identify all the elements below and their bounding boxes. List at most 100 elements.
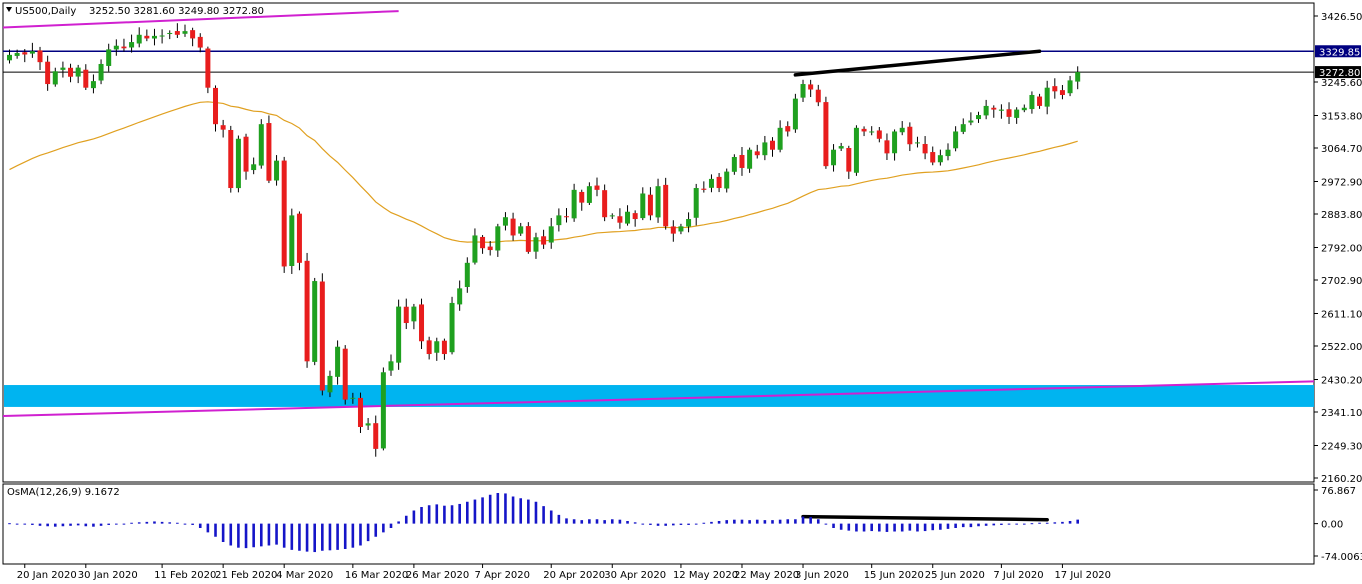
bear-candle-body: [68, 67, 74, 77]
bear-candle-body: [403, 306, 409, 324]
candle: [235, 135, 241, 193]
bull-candle-body: [914, 142, 920, 144]
candle: [686, 212, 692, 233]
bear-candle-body: [876, 130, 882, 139]
osma-label: OsMA(12,26,9) 9.1672: [7, 487, 120, 498]
bear-candle-body: [785, 126, 791, 132]
osma-tick-label: 0.00: [1321, 520, 1343, 531]
price-high-trendline[interactable]: [793, 49, 1042, 77]
candle: [846, 145, 852, 179]
bull-candle-body: [625, 211, 631, 224]
price-tick-label: 2341.10: [1321, 408, 1362, 419]
bull-candle-body: [380, 372, 386, 449]
bear-candle-body: [541, 236, 547, 245]
time-tick-label: 3 Jun 2020: [795, 570, 849, 581]
bull-candle-body: [1067, 80, 1073, 94]
upper-channel-line[interactable]: [2, 10, 399, 29]
bear-candle-body: [716, 176, 722, 189]
osma-bar: [488, 494, 492, 524]
candle: [983, 99, 989, 120]
candle: [922, 136, 928, 160]
lower-channel-line[interactable]: [2, 380, 1315, 418]
bear-candle-body: [205, 48, 211, 88]
osma-bar: [366, 523, 370, 542]
osma-trendline[interactable]: [801, 514, 1049, 522]
price-tick-label: 2883.80: [1321, 210, 1362, 221]
osma-bar: [687, 523, 690, 525]
osma-bar: [603, 520, 606, 524]
osma-bar: [900, 523, 904, 532]
osma-bar: [137, 522, 141, 524]
osma-bar: [221, 523, 225, 542]
bear-candle-body: [266, 123, 272, 181]
time-tick-label: 20 Apr 2020: [543, 570, 605, 581]
support-zone: [4, 385, 1314, 407]
candle: [991, 105, 997, 118]
time-tick-label: 7 Apr 2020: [475, 570, 530, 581]
bull-candle-body: [502, 217, 508, 226]
candle: [83, 64, 89, 91]
bear-candle-body: [419, 304, 425, 342]
osma-bar: [229, 523, 233, 546]
candle: [197, 33, 203, 53]
bear-candle-body: [594, 185, 600, 190]
bull-candle-body: [182, 31, 188, 34]
osma-bar: [786, 519, 790, 524]
osma-bar: [206, 523, 210, 533]
price-tick-label: 2249.30: [1321, 441, 1362, 452]
candle: [319, 273, 325, 396]
candle: [907, 122, 913, 152]
osma-bar: [305, 523, 309, 552]
bull-candle-body: [533, 237, 539, 252]
osma-bar: [107, 523, 110, 525]
bear-candle-body: [228, 129, 234, 189]
bear-candle-body: [1052, 86, 1058, 92]
bear-candle-body: [770, 140, 775, 150]
bear-candle-body: [121, 46, 127, 49]
candle: [1021, 104, 1027, 113]
candle: [60, 61, 66, 78]
osma-bar: [1015, 523, 1018, 525]
time-tick-label: 7 Jul 2020: [993, 570, 1043, 581]
osma-bar: [183, 523, 187, 525]
candle: [556, 208, 562, 232]
osma-bar: [626, 521, 629, 524]
bear-candle-body: [480, 236, 486, 249]
bull-candle-body: [693, 188, 699, 218]
candle: [159, 29, 165, 44]
candle: [22, 49, 28, 63]
bear-candle-body: [754, 151, 760, 156]
candle: [609, 213, 615, 219]
price-tick-label: 2522.00: [1321, 342, 1362, 353]
time-tick-label: 26 Mar 2020: [406, 570, 469, 581]
osma-bar: [382, 523, 385, 533]
bear-candle-body: [602, 190, 608, 218]
bear-candle-body: [579, 191, 585, 203]
candle: [281, 156, 287, 273]
candle: [190, 27, 196, 47]
bear-candle-body: [319, 281, 325, 391]
osma-bar: [939, 523, 942, 530]
bear-candle-body: [670, 226, 676, 234]
candle: [403, 298, 409, 330]
osma-bar: [298, 523, 301, 551]
candle: [480, 235, 486, 254]
osma-bar: [893, 523, 896, 532]
bull-candle-body: [335, 346, 341, 377]
candle: [716, 173, 722, 193]
bull-candle-body: [678, 226, 684, 232]
osma-bar: [809, 517, 812, 524]
osma-bar: [580, 520, 584, 524]
candle: [594, 177, 600, 197]
candle: [876, 127, 882, 143]
osma-bar: [549, 510, 553, 524]
price-tick-label: 2611.10: [1321, 309, 1362, 320]
collapse-triangle-icon[interactable]: [6, 7, 12, 12]
osma-bar: [145, 521, 149, 524]
candle: [762, 135, 768, 161]
bull-candle-body: [472, 235, 478, 263]
osma-bar: [23, 523, 27, 525]
bull-candle-body: [792, 98, 798, 130]
osma-bar: [504, 493, 507, 524]
